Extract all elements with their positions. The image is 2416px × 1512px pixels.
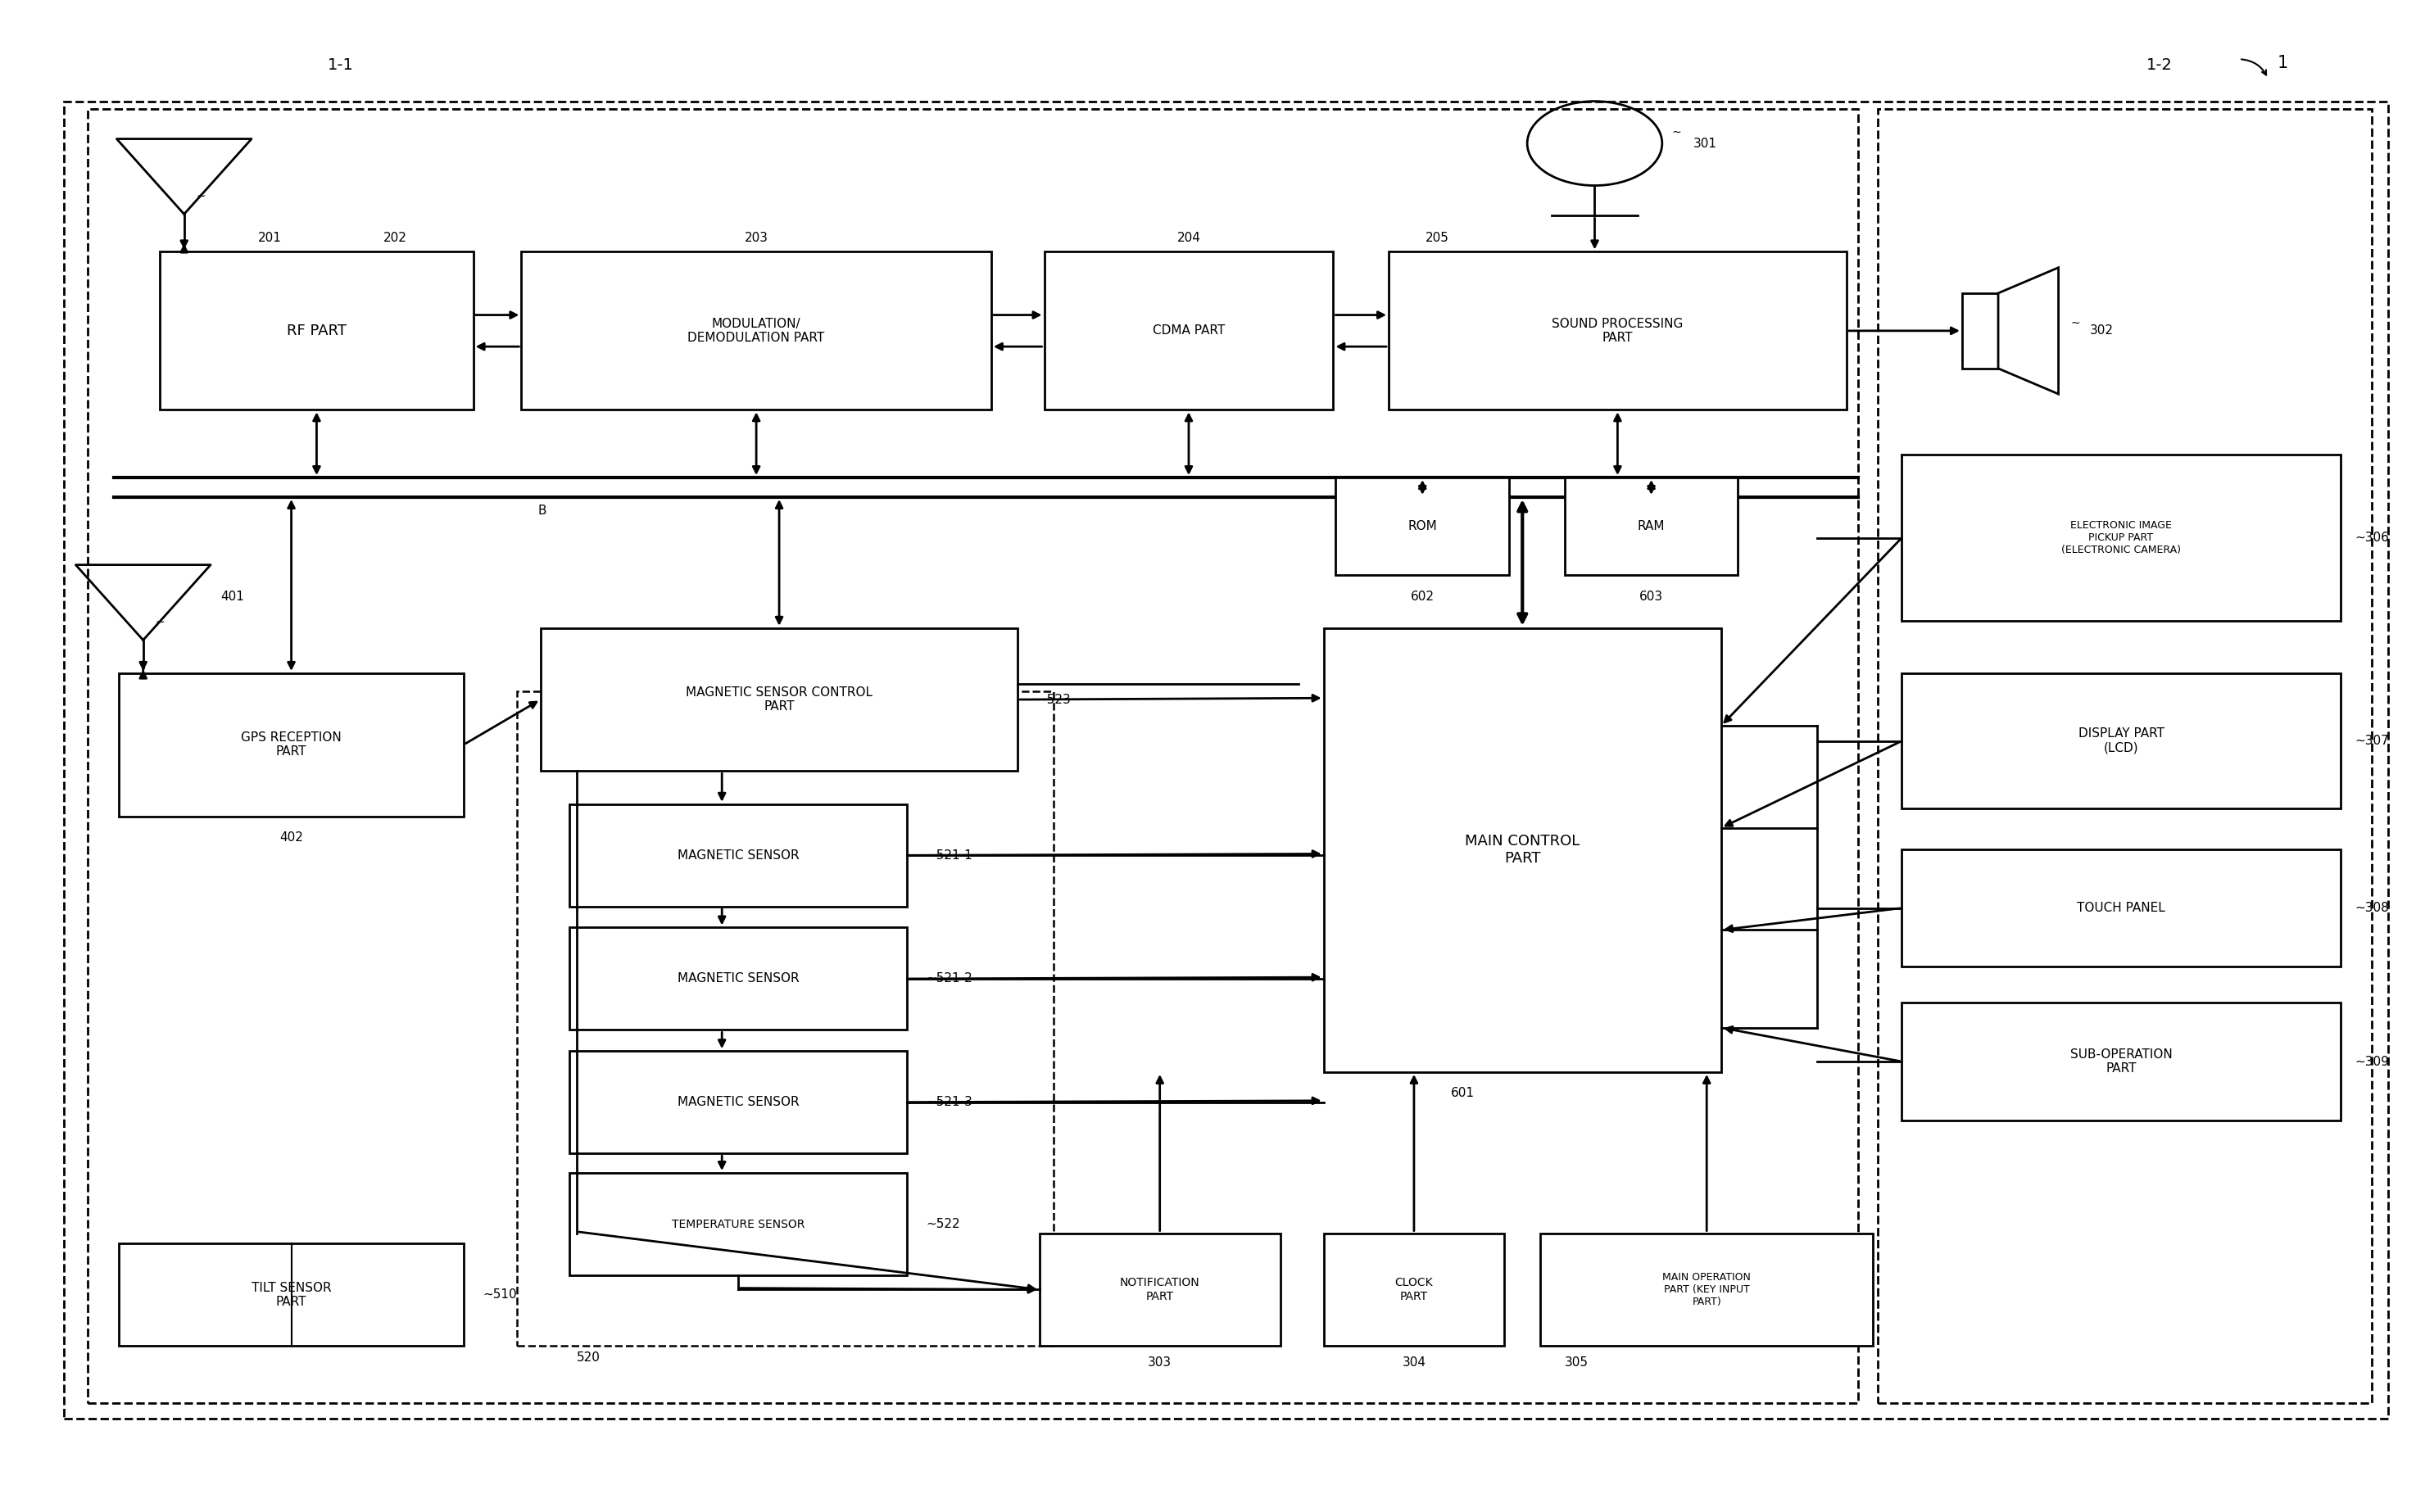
Text: MAGNETIC SENSOR: MAGNETIC SENSOR <box>676 1096 800 1108</box>
Text: MODULATION/
DEMODULATION PART: MODULATION/ DEMODULATION PART <box>689 318 824 345</box>
Text: 203: 203 <box>744 231 768 245</box>
Text: ELECTRONIC IMAGE
PICKUP PART
(ELECTRONIC CAMERA): ELECTRONIC IMAGE PICKUP PART (ELECTRONIC… <box>2061 520 2182 555</box>
Text: SOUND PROCESSING
PART: SOUND PROCESSING PART <box>1551 318 1684 345</box>
Text: MAGNETIC SENSOR: MAGNETIC SENSOR <box>676 972 800 984</box>
Text: TOUCH PANEL: TOUCH PANEL <box>2078 901 2165 915</box>
Text: CLOCK
PART: CLOCK PART <box>1394 1278 1433 1302</box>
Text: RAM: RAM <box>1638 520 1665 532</box>
Text: B: B <box>539 505 546 517</box>
Text: TILT SENSOR
PART: TILT SENSOR PART <box>251 1282 331 1308</box>
Bar <box>522 253 991 410</box>
Text: ~523: ~523 <box>1036 694 1070 706</box>
Bar <box>541 627 1017 771</box>
Text: ~307: ~307 <box>2356 735 2389 747</box>
Text: DISPLAY PART
(LCD): DISPLAY PART (LCD) <box>2078 727 2165 754</box>
Text: ROM: ROM <box>1409 520 1438 532</box>
Text: ~308: ~308 <box>2356 901 2389 915</box>
Text: 401: 401 <box>220 590 244 602</box>
Text: MAIN OPERATION
PART (KEY INPUT
PART): MAIN OPERATION PART (KEY INPUT PART) <box>1662 1272 1752 1308</box>
Bar <box>1336 478 1510 576</box>
Text: 301: 301 <box>1694 138 1718 150</box>
Text: NOTIFICATION
PART: NOTIFICATION PART <box>1121 1278 1201 1302</box>
Bar <box>118 673 464 816</box>
Text: 602: 602 <box>1411 590 1435 602</box>
Bar <box>1901 850 2341 966</box>
Text: ~521-1: ~521-1 <box>925 850 974 862</box>
Text: ~: ~ <box>1672 127 1682 138</box>
Text: SUB-OPERATION
PART: SUB-OPERATION PART <box>2071 1048 2172 1075</box>
Text: ~: ~ <box>2071 318 2080 328</box>
Text: ~521-2: ~521-2 <box>925 972 974 984</box>
Bar <box>118 1244 464 1346</box>
Text: MAGNETIC SENSOR: MAGNETIC SENSOR <box>676 850 800 862</box>
Text: 601: 601 <box>1452 1087 1474 1099</box>
Text: 1: 1 <box>2278 54 2288 71</box>
Bar <box>63 101 2389 1418</box>
Bar <box>570 804 906 907</box>
Bar <box>1039 1234 1280 1346</box>
Bar <box>1324 1234 1505 1346</box>
Text: ~522: ~522 <box>925 1219 959 1231</box>
Text: RF PART: RF PART <box>288 324 345 339</box>
Text: 304: 304 <box>1401 1356 1425 1368</box>
Text: MAIN CONTROL
PART: MAIN CONTROL PART <box>1464 835 1580 866</box>
Text: 205: 205 <box>1425 231 1450 245</box>
Bar <box>570 1051 906 1154</box>
Text: ~306: ~306 <box>2356 532 2389 544</box>
Text: ~: ~ <box>196 191 205 203</box>
Text: 1-2: 1-2 <box>2145 57 2172 73</box>
Text: ~309: ~309 <box>2356 1055 2389 1067</box>
Bar <box>1566 478 1737 576</box>
Text: 302: 302 <box>2090 325 2114 337</box>
Bar <box>570 927 906 1030</box>
Bar <box>1901 673 2341 809</box>
Text: 305: 305 <box>1566 1356 1587 1368</box>
Polygon shape <box>1998 268 2058 395</box>
Text: ~510: ~510 <box>483 1288 517 1300</box>
Text: ~: ~ <box>155 617 164 627</box>
Bar <box>87 109 1858 1403</box>
Text: ~521-3: ~521-3 <box>925 1096 974 1108</box>
Bar <box>517 691 1053 1346</box>
Bar <box>1877 109 2373 1403</box>
Text: 603: 603 <box>1640 590 1662 602</box>
Bar <box>1389 253 1846 410</box>
Bar <box>1324 627 1720 1072</box>
Text: 202: 202 <box>384 231 406 245</box>
Text: 303: 303 <box>1148 1356 1172 1368</box>
Text: 520: 520 <box>577 1352 602 1364</box>
Text: 402: 402 <box>280 832 302 844</box>
Text: 1-1: 1-1 <box>329 57 353 73</box>
Text: 204: 204 <box>1177 231 1201 245</box>
Text: TEMPERATURE SENSOR: TEMPERATURE SENSOR <box>672 1219 805 1229</box>
Bar <box>159 253 474 410</box>
Text: CDMA PART: CDMA PART <box>1152 325 1225 337</box>
Bar <box>1962 293 1998 369</box>
Bar <box>570 1173 906 1275</box>
Bar <box>1044 253 1334 410</box>
Text: MAGNETIC SENSOR CONTROL
PART: MAGNETIC SENSOR CONTROL PART <box>686 686 872 712</box>
Bar <box>1901 455 2341 620</box>
Bar <box>1541 1234 1872 1346</box>
Text: GPS RECEPTION
PART: GPS RECEPTION PART <box>242 732 341 758</box>
Bar <box>1901 1002 2341 1120</box>
Text: 201: 201 <box>259 231 280 245</box>
